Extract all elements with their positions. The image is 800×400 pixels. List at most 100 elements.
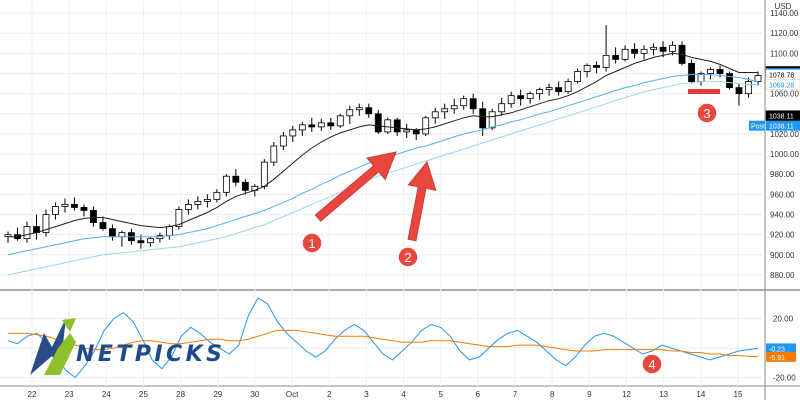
candle-body [118,232,126,238]
y-tick-label: 1140.00 [770,9,799,18]
candle-body [450,105,458,110]
candle-body [431,111,439,119]
candle-body [279,135,287,147]
candle-body [232,175,240,183]
candle-body [241,181,249,191]
candle-body [631,48,638,54]
y-tick-label: 920.00 [770,231,795,240]
x-tick-label: 12 [622,390,631,399]
candle-body [574,71,582,82]
candle-body [650,46,657,50]
logo-mark-green [44,333,76,375]
price-tag-label: 1078.78 [769,73,794,80]
callout-number: 3 [703,106,710,121]
y-tick-label: 1100.00 [770,49,799,58]
candle-body [384,119,392,133]
arrow-shape [314,151,397,222]
currency-label: USD [775,2,792,11]
oscillator-line [7,297,759,379]
callout-number: 4 [648,357,655,372]
candle-body [165,226,173,237]
post-tag-box [749,120,765,131]
logo-arrow-head [62,318,76,332]
candle-body [23,226,31,240]
price-tag-label: 1038.11 [769,114,794,121]
x-tick-label: 8 [550,390,555,399]
candle-body [222,175,230,193]
moving-average-fast [8,52,758,238]
candle-body [109,228,116,238]
x-tick-label: 22 [28,390,37,399]
arrow-2 [407,160,437,242]
candle-body [137,240,145,244]
candle-body [555,87,563,93]
candle-body [327,122,335,127]
candle-body [507,95,515,105]
price-tag-box [765,79,800,90]
candle-body [298,124,306,131]
osc-value-tag-label: -5.91 [769,355,785,362]
candle-body [726,73,733,89]
candle-body [194,201,202,205]
post-price-text: 1038.11 [769,124,794,131]
x-tick-label: 24 [102,390,111,399]
callout-2: 2 [397,246,419,268]
candle-body [441,108,449,113]
callout-circle [397,246,419,268]
x-tick-label: 29 [213,390,222,399]
osc-value-tag-label: -0.23 [769,346,785,353]
post-price-box [766,120,800,131]
y-tick-label: 1020.00 [770,130,799,139]
oscillator-signal-line [8,329,759,358]
candle-body [52,206,59,215]
candle-body [488,111,496,129]
candle-body [545,87,553,91]
candle-body [498,103,506,113]
x-tick-label: 25 [139,390,148,399]
y-tick-label: 880.00 [770,271,795,280]
callout-circle [696,102,718,124]
candle-body [422,117,430,135]
candle-body [412,129,420,135]
callout-number: 2 [404,250,411,265]
candle-body [707,69,714,74]
candle-body [745,81,752,95]
x-tick-label: 7 [513,390,518,399]
red-highlight-bar [688,89,720,94]
candle-body [517,95,525,100]
y-tick-label: 940.00 [770,211,795,220]
candle-body [602,54,610,68]
candle-body [175,209,183,227]
arrow-shape [407,160,437,242]
candle-body [336,115,344,127]
y-tick-label: 980.00 [770,170,795,179]
candle-body [80,207,88,211]
osc-y-tick-label: 20.00 [773,315,794,324]
y-tick-label: 960.00 [770,190,795,199]
logo-text: NETPICKS [76,342,222,367]
x-tick-label: 3 [364,390,369,399]
netpicks-logo: NETPICKS [30,318,222,375]
callout-number: 1 [308,236,315,251]
x-tick-label: 28 [176,390,185,399]
x-tick-label: Oct [286,390,299,399]
osc-value-tag: -5.91 [766,351,796,362]
callout-3: 3 [696,102,718,124]
candle-body [99,222,107,230]
candle-body [355,107,363,111]
candle-body [365,107,373,115]
callout-circle [641,353,663,375]
x-tick-label: 5 [439,390,444,399]
post-tag: Post 1038.11 [749,120,800,131]
x-tick-label: 4 [401,390,406,399]
candle-body [735,87,743,95]
x-tick-label: 9 [587,390,592,399]
x-tick-label: 14 [696,390,705,399]
candle-body [669,44,676,52]
candle-body [289,129,297,137]
x-tick-label: 6 [476,390,481,399]
candle-body [184,204,192,210]
